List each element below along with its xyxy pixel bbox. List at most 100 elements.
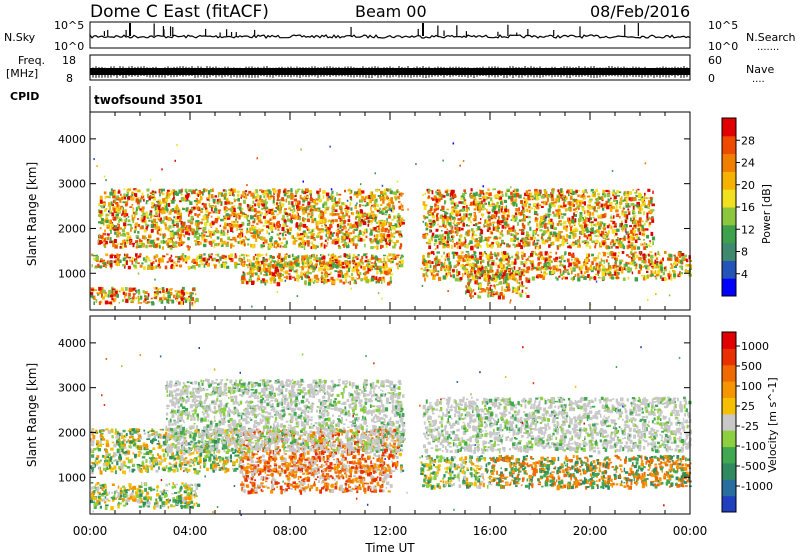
echo-cell (339, 267, 342, 269)
echo-cell (272, 199, 275, 204)
echo-cell (514, 258, 517, 263)
echo-cell (634, 204, 637, 207)
echo-cell (372, 214, 375, 216)
echo-cell (255, 189, 259, 194)
echo-cell (393, 226, 396, 231)
echo-cell (273, 264, 277, 269)
echo-cell (315, 260, 319, 263)
echo-cell (446, 222, 449, 225)
echo-cell (100, 213, 104, 216)
echo-cell (144, 219, 147, 224)
echo-cell (616, 265, 620, 268)
echo-cell (349, 226, 353, 229)
echo-cell (98, 221, 102, 224)
echo-cell (298, 261, 301, 263)
echo-cell (515, 273, 519, 276)
echo-cell (388, 253, 392, 257)
echo-cell (372, 196, 374, 200)
echo-cell (182, 222, 185, 227)
echo-cell (507, 269, 511, 271)
echo-cell (158, 213, 161, 218)
echo-cell (203, 228, 206, 233)
echo-cell (198, 222, 200, 225)
echo-cell (285, 261, 288, 265)
echo-cell (270, 228, 273, 231)
echo-cell (648, 223, 651, 227)
echo-cell (186, 227, 189, 232)
echo-cell (468, 280, 472, 283)
echo-cell (337, 235, 339, 239)
echo-cell (510, 267, 513, 270)
echo-cell (345, 230, 348, 233)
echo-cell (182, 234, 184, 237)
echo-cell (227, 208, 231, 211)
echo-cell (150, 297, 153, 300)
echo-cell (350, 197, 353, 201)
echo-cell (593, 266, 595, 269)
echo-cell (503, 206, 506, 209)
echo-cell (273, 210, 277, 213)
echo-cell (610, 251, 614, 254)
echo-cell (142, 212, 146, 216)
echo-cell (307, 227, 309, 229)
echo-cell (181, 286, 185, 292)
echo-cell (396, 254, 399, 259)
echo-cell (377, 195, 382, 197)
echo-cell (304, 273, 307, 278)
echo-cell (645, 266, 648, 270)
echo-cell (187, 246, 190, 251)
echo-cell (195, 222, 198, 224)
nsearch-top-tick: 10^5 (708, 19, 738, 32)
echo-cell (383, 254, 386, 257)
echo-cell (141, 206, 145, 210)
echo-cell (359, 237, 363, 242)
echo-cell (525, 258, 529, 261)
echo-cell (520, 232, 525, 235)
echo-cell (260, 260, 264, 263)
echo-cell (196, 213, 199, 218)
echo-cell (263, 195, 266, 198)
echo-cell (128, 287, 133, 292)
echo-cell (170, 264, 174, 267)
echo-cell (123, 193, 126, 197)
echo-cell (540, 236, 543, 240)
echo-cell (236, 190, 240, 193)
echo-cell (124, 264, 126, 269)
echo-cell (552, 194, 554, 198)
echo-cell (312, 218, 315, 221)
echo-cell (430, 272, 433, 276)
echo-cell (169, 259, 174, 263)
echo-cell (152, 266, 156, 270)
echo-cell (583, 224, 588, 229)
echo-cell (375, 230, 378, 232)
echo-cell (547, 208, 551, 213)
echo-cell (379, 271, 382, 275)
echo-cell (572, 261, 576, 264)
echo-cell (440, 267, 443, 271)
echo-cell (535, 206, 537, 208)
echo-cell (613, 269, 617, 274)
echo-cell (228, 223, 232, 228)
echo-cell (503, 210, 506, 215)
echo-cell (119, 242, 124, 246)
echo-cell (541, 255, 544, 260)
echo-cell (90, 292, 94, 296)
echo-cell (131, 242, 136, 245)
echo-cell (371, 265, 375, 268)
echo-cell (99, 265, 103, 269)
echo-cell (177, 231, 179, 236)
echo-cell (507, 256, 510, 258)
echo-cell (630, 197, 634, 202)
echo-cell (528, 209, 531, 213)
echo-cell (194, 240, 198, 242)
echo-cell (158, 204, 161, 207)
echo-cell (376, 240, 380, 245)
echo-cell (548, 235, 552, 239)
echo-cell (327, 273, 331, 276)
echo-cell (326, 242, 329, 245)
echo-cell (529, 226, 532, 231)
echo-cell (434, 257, 438, 260)
echo-cell (501, 286, 503, 291)
echo-cell (552, 266, 556, 270)
echo-cell (292, 195, 295, 198)
